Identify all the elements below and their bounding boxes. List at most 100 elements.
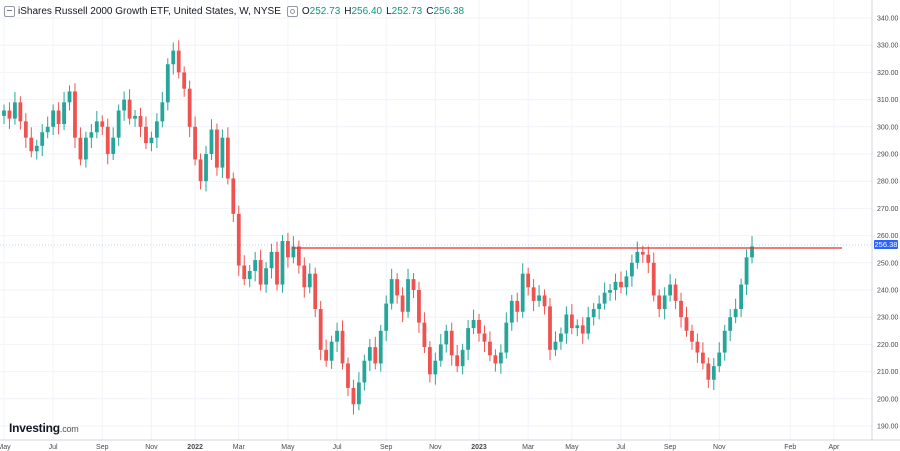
time-tick-label: Nov — [145, 444, 158, 451]
logo-brand: Investing — [9, 421, 60, 435]
candle-body — [335, 330, 339, 342]
candle-body — [34, 145, 39, 152]
candle-body — [231, 178, 236, 214]
candle-body — [253, 260, 258, 271]
candle-body — [291, 246, 296, 258]
candle-body — [553, 341, 558, 350]
candle-body — [427, 347, 432, 375]
candle-body — [247, 270, 252, 280]
time-tick-label: Feb — [784, 444, 796, 451]
candle-body — [220, 137, 225, 168]
logo-domain: .com — [59, 424, 79, 434]
candle-body — [357, 382, 361, 405]
candle-body — [679, 300, 683, 318]
candle-body — [346, 363, 350, 388]
candle-body — [477, 319, 481, 334]
collapse-chevron-icon[interactable] — [4, 6, 15, 17]
candle-body — [215, 129, 219, 168]
candle-body — [575, 325, 580, 329]
candle-body — [18, 102, 23, 122]
candle-body — [684, 317, 689, 331]
time-axis[interactable]: May Jul Sep Nov 2022 Mar May Jul Sep Nov 2023 Mar Ma… — [0, 444, 840, 451]
time-tick-label: 2022 — [187, 444, 203, 451]
symbol-title: iShares Russell 2000 Growth ETF, United … — [18, 6, 281, 17]
candle-body — [449, 330, 454, 356]
candle-body — [73, 91, 77, 138]
candle-body — [182, 72, 187, 89]
last-price-badge: 256.38 — [874, 240, 898, 249]
price-axis[interactable]: 190.00 200.00 210.00 220.00 230.00 240.00 250.… — [877, 16, 899, 431]
open-value: 252.73 — [309, 6, 341, 17]
candle-body — [40, 132, 45, 146]
candle-body — [580, 325, 585, 334]
candle-body — [154, 121, 159, 138]
candle-body — [176, 50, 181, 73]
candle-body — [509, 300, 514, 323]
candle-body — [608, 290, 612, 293]
candle-body — [7, 110, 12, 119]
candle-body — [433, 360, 438, 375]
investing-logo: Investing.com — [9, 421, 79, 435]
candle-body — [651, 262, 656, 296]
candle-body — [122, 99, 127, 111]
candle-body — [750, 246, 754, 258]
time-tick-label: Nov — [429, 444, 442, 451]
high-value: 256.40 — [351, 6, 383, 17]
candle-body — [378, 330, 383, 364]
visibility-eye-icon[interactable] — [286, 6, 298, 17]
candle-body — [613, 281, 618, 290]
candle-body — [706, 363, 711, 380]
candle-body — [242, 265, 247, 280]
price-tick-label: 260.00 — [877, 233, 899, 240]
candle-body — [569, 314, 574, 329]
candle-body — [286, 241, 290, 258]
candle-body — [89, 132, 94, 138]
candle-body — [602, 292, 607, 304]
candle-body — [51, 110, 56, 127]
candle-body — [597, 303, 602, 310]
candle-body — [531, 287, 536, 301]
candle-body — [225, 137, 230, 179]
price-tick-label: 330.00 — [877, 43, 899, 50]
candle-body — [722, 330, 727, 353]
time-tick-label: Mar — [233, 444, 246, 451]
price-tick-label: 310.00 — [877, 97, 899, 104]
candle-body — [384, 303, 389, 331]
candle-body — [84, 137, 88, 160]
candle-body — [662, 295, 667, 310]
candle-body — [171, 50, 176, 65]
chart-legend: iShares Russell 2000 Growth ETF, United … — [4, 6, 468, 17]
candle-body — [144, 126, 148, 144]
candle-body — [165, 64, 170, 103]
candle-body — [744, 257, 749, 285]
candle-body — [542, 295, 547, 307]
candle-body — [630, 262, 634, 277]
price-tick-label: 280.00 — [877, 179, 899, 186]
time-tick-label: Apr — [828, 444, 840, 451]
candle-body — [302, 265, 307, 288]
candle-body — [367, 347, 372, 361]
candle-body — [668, 284, 673, 296]
candle-body — [23, 121, 28, 138]
price-tick-label: 220.00 — [877, 342, 899, 349]
time-tick-label: Sep — [96, 444, 109, 451]
candle-body — [504, 322, 509, 353]
candle-body — [198, 159, 203, 182]
candle-body — [100, 121, 105, 127]
candle-body — [438, 344, 443, 361]
candle-body — [657, 295, 662, 310]
candle-body — [646, 254, 651, 263]
candle-body — [329, 341, 334, 361]
candle-body — [739, 284, 743, 310]
candle-body — [520, 273, 525, 312]
candle-body — [537, 295, 541, 301]
low-value: 252.73 — [391, 6, 423, 17]
candle-body — [711, 366, 716, 380]
time-tick-label: Jul — [617, 444, 626, 451]
price-tick-label: 270.00 — [877, 206, 899, 213]
price-tick-label: 290.00 — [877, 152, 899, 159]
candle-body — [526, 273, 531, 288]
candle-body — [204, 154, 208, 182]
candle-body — [411, 279, 416, 290]
